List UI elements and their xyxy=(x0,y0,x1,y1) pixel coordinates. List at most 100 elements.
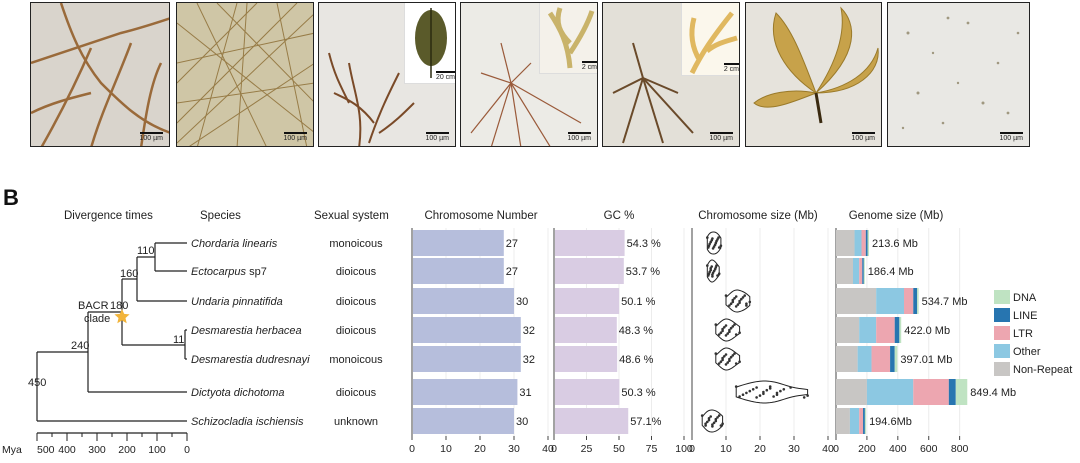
segment-ltr-ectocarpus-sp7 xyxy=(859,258,863,284)
legend-swatch-line xyxy=(994,308,1010,322)
sexual-system-desmarestia-herbacea: dioicous xyxy=(336,325,377,337)
violin-point xyxy=(709,268,712,272)
segment-other-ectocarpus-sp7 xyxy=(853,258,860,284)
segment-ltr-dictyota-dichotoma xyxy=(913,379,949,405)
star-icon xyxy=(114,309,130,324)
node-label-11: 11 xyxy=(173,334,184,346)
violin-point xyxy=(738,360,741,364)
violin-point xyxy=(721,358,724,362)
violin-point xyxy=(806,394,809,397)
segment-line-desmarestia-dudresnayi xyxy=(890,346,895,372)
violin-point xyxy=(745,302,748,306)
bar-value-label: 53.7 % xyxy=(626,266,660,278)
chromosome-size-chart: 0 10 20 30 40 xyxy=(689,228,834,455)
violin-point xyxy=(723,326,726,329)
segment-other-schizocladia-ischiensis xyxy=(849,408,860,434)
time-axis-tick-label: 0 xyxy=(184,444,190,456)
species-italic: Chordaria linearis xyxy=(191,238,278,250)
violin-point xyxy=(734,305,738,308)
violin-point xyxy=(707,417,711,420)
bar-value-label: 32 xyxy=(523,354,535,366)
segment-other-chordaria-linearis xyxy=(854,230,862,256)
species-suffix: sp7 xyxy=(246,266,267,278)
legend-label-non-repeat: Non-Repeat xyxy=(1013,364,1072,376)
violin-point xyxy=(721,422,724,426)
violin-point xyxy=(704,424,707,427)
genome-legend: DNA LINE LTR Other Non-Repeat xyxy=(994,290,1072,376)
violin-point xyxy=(717,333,721,336)
panel-label-b: B xyxy=(3,185,19,210)
violin-point xyxy=(728,304,731,307)
genome-total-label: 422.0 Mb xyxy=(904,325,950,337)
violin-point xyxy=(721,356,724,360)
time-axis-unit: Mya xyxy=(2,444,22,456)
segment-dna-chordaria-linearis xyxy=(867,230,870,256)
species-label-dictyota-dichotoma: Dictyota dichotoma xyxy=(191,387,285,399)
scale-bar: 100 µm xyxy=(425,132,449,142)
node-label-110: 110 xyxy=(137,245,155,257)
bar-schizocladia-ischiensis xyxy=(413,408,514,434)
violin-point xyxy=(716,416,719,419)
x-tick-label: 75 xyxy=(646,443,658,455)
violin-point xyxy=(741,296,745,299)
violin-point xyxy=(755,386,758,389)
bar-ectocarpus-sp7 xyxy=(413,258,504,284)
segment-other-dictyota-dichotoma xyxy=(866,379,914,405)
x-tick-label: 600 xyxy=(920,443,938,455)
violin-point xyxy=(728,330,731,334)
violin-point xyxy=(775,393,779,397)
violin-point xyxy=(715,264,718,267)
bar-desmarestia-herbacea xyxy=(555,317,617,343)
legend-label-line: LINE xyxy=(1013,310,1037,322)
bar-undaria-pinnatifida xyxy=(413,288,514,314)
x-tick-label: 30 xyxy=(508,443,520,455)
violin-point xyxy=(734,295,738,298)
time-axis-tick-label: 400 xyxy=(58,444,76,456)
gc-chart: 0 25 50 75 100 54.3 % 53.7 % 50.1 % 48.3 % 48.6 %… xyxy=(551,228,693,455)
sexual-system-desmarestia-dudresnayi: monoicous xyxy=(329,354,383,366)
genome-total-label: 397.01 Mb xyxy=(900,354,952,366)
violin-point xyxy=(758,394,762,397)
violin-point xyxy=(724,294,728,297)
violin-point xyxy=(719,424,723,427)
violin-point xyxy=(711,423,714,426)
bar-value-label: 27 xyxy=(506,238,518,250)
violin-point xyxy=(728,357,731,361)
x-tick-label: 20 xyxy=(754,443,766,455)
x-tick-label: 400 xyxy=(889,443,907,455)
species-italic: Schizocladia ischiensis xyxy=(191,416,304,428)
violin-point xyxy=(755,396,758,399)
violin-point xyxy=(729,355,733,359)
legend-swatch-ltr xyxy=(994,326,1010,340)
x-tick-label: 10 xyxy=(440,443,452,455)
segment-ltr-desmarestia-herbacea xyxy=(876,317,895,343)
photo-ectocarpus: 100 µm xyxy=(176,2,314,147)
bar-value-label: 31 xyxy=(519,387,531,399)
violin-point xyxy=(711,237,714,240)
genome-total-label: 534.7 Mb xyxy=(922,296,968,308)
violin-point xyxy=(782,388,786,391)
legend-swatch-dna xyxy=(994,290,1010,304)
time-axis-tick-label: 200 xyxy=(118,444,136,456)
segment-ltr-schizocladia-ischiensis xyxy=(859,408,864,434)
photo-schizocladia: 100 µm xyxy=(887,2,1030,147)
bar-value-label: 27 xyxy=(506,266,518,278)
segment-non-repeat-schizocladia-ischiensis xyxy=(836,408,850,434)
violin-point xyxy=(717,414,721,417)
violin-point xyxy=(802,396,806,399)
segment-line-schizocladia-ischiensis xyxy=(863,408,865,434)
violin-point xyxy=(743,294,746,297)
violin-point xyxy=(717,246,721,249)
species-labels: Chordaria linearis Ectocarpus sp7 Undaria … xyxy=(191,238,310,428)
violin-point xyxy=(714,419,718,423)
bar-dictyota-dichotoma xyxy=(555,379,620,405)
violin-point xyxy=(716,274,719,277)
violin-point xyxy=(762,390,765,394)
header-sexual-system: Sexual system xyxy=(314,210,389,222)
sexual-system-undaria-pinnatifida: dioicous xyxy=(336,296,377,308)
x-tick-label: 50 xyxy=(613,443,625,455)
species-label-chordaria-linearis: Chordaria linearis xyxy=(191,238,278,250)
bar-desmarestia-herbacea xyxy=(413,317,521,343)
segment-non-repeat-desmarestia-dudresnayi xyxy=(836,346,858,372)
